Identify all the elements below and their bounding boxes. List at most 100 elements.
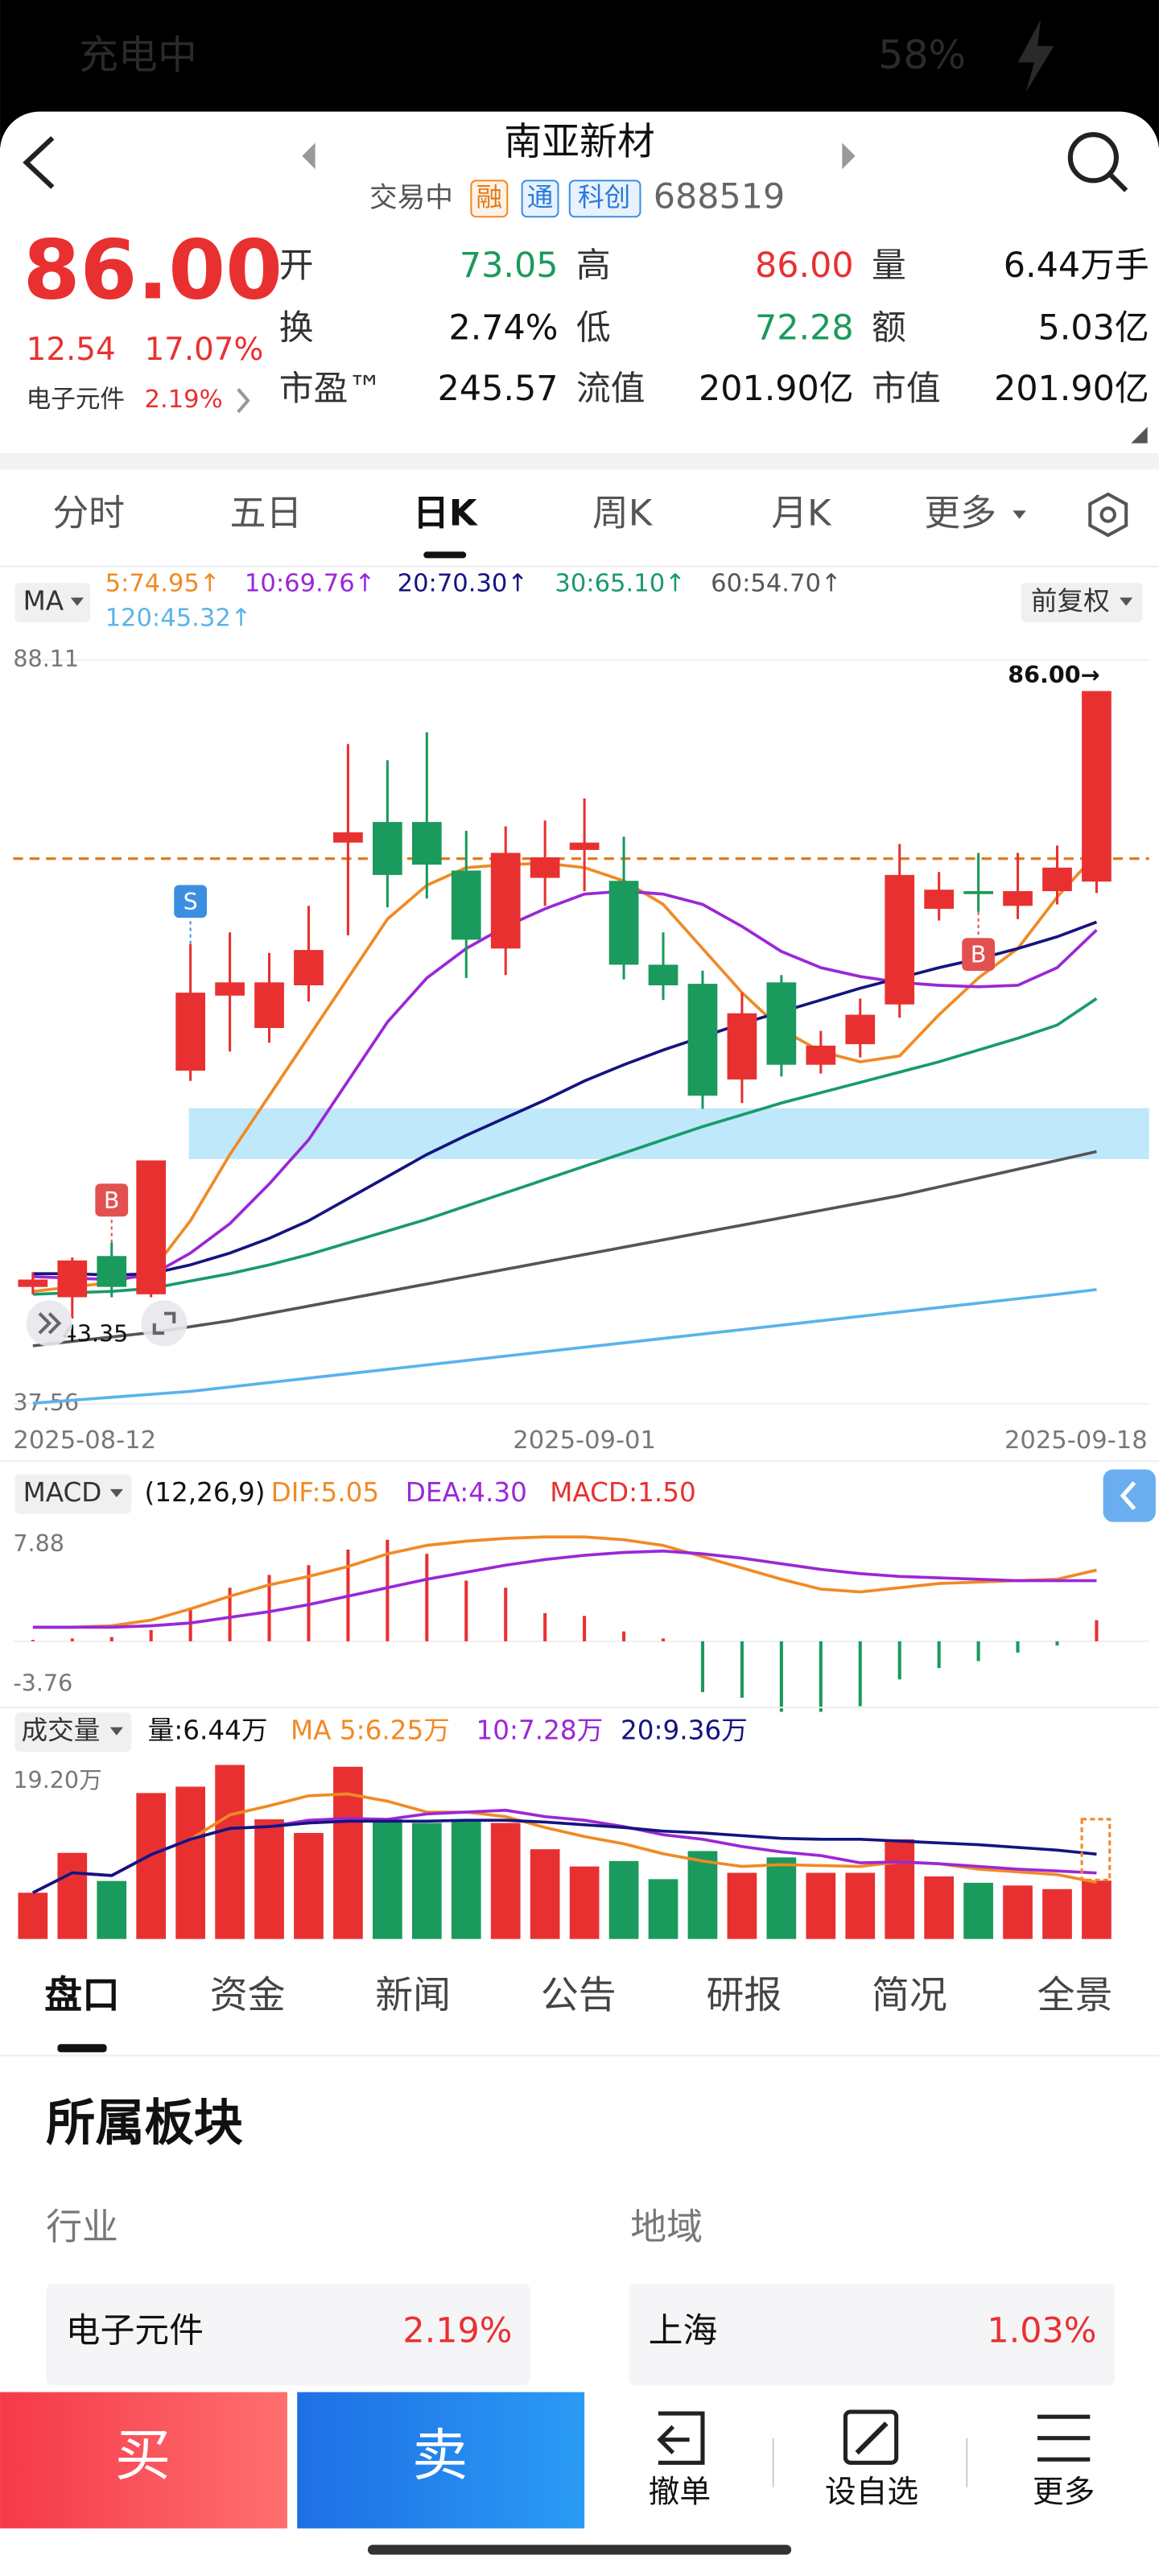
search-icon [1067,132,1119,184]
price: 86.00 [23,222,283,318]
industry-card[interactable] [46,2283,530,2386]
fullscreen-button[interactable] [141,1300,188,1347]
stat-label: 额 [872,308,906,348]
candle-body [530,857,560,878]
volume-bar [569,1866,600,1939]
volume-bar [530,1849,560,1939]
period-tab[interactable]: 月K [771,491,832,534]
sell-text: 卖 [412,2424,468,2488]
stat-label: 市值 [872,369,941,409]
collapse-icon [38,1312,62,1335]
period-tab[interactable]: 分时 [52,491,125,534]
volume-bar [451,1819,481,1939]
next-stock[interactable] [842,142,856,170]
region-card[interactable] [629,2283,1115,2386]
volume-bar [215,1765,245,1939]
adjust-button[interactable] [1021,583,1143,622]
cancel-icon [657,2411,705,2465]
adjust-text: 前复权 [1031,586,1110,617]
chevron[interactable] [237,388,250,414]
candle-body [963,891,993,894]
caret [109,1727,124,1736]
stat-value: 245.57 [438,369,559,409]
search-button[interactable] [1067,132,1128,192]
x-tick-label: 2025-09-18 [1004,1426,1148,1455]
info-tab[interactable]: 盘口 [44,1974,120,2018]
volume-bar [727,1872,757,1939]
action-item[interactable]: 设自选 [825,2475,918,2511]
badge: 融 [476,182,503,213]
macd-legend: DIF:5.05 [271,1477,380,1508]
y-tick-label: -3.76 [13,1670,72,1697]
macd-chart: -3.76 7.88 DIF:5.05 DEA:4.30 MACD:1.50 [13,1477,1149,1712]
settings-icon[interactable] [1088,492,1128,538]
period-tab[interactable]: 更多 [924,491,996,534]
sector-pct: 2.19% [145,386,223,414]
info-tab[interactable]: 全景 [1037,1974,1113,2018]
caret [1120,597,1133,606]
period-tab[interactable]: 周K [592,491,654,534]
candle-body [924,890,955,909]
volume-bar [254,1819,284,1939]
candle-body [18,1279,48,1287]
y-tick-label: 88.11 [13,645,79,672]
period-tabs: 分时 五日 日K 周K 月K 更多 [52,491,1026,559]
ma-button[interactable] [14,583,91,622]
candle-body [215,982,245,996]
candle-body [97,1256,127,1287]
info-tab[interactable]: 研报 [706,1974,782,2018]
side-tab[interactable] [1103,1469,1156,1522]
macd-button-text: MACD [23,1477,102,1508]
stat-value: 86.00 [755,246,854,286]
info-tabs-bar [0,1940,1159,2056]
stock-name: 南亚新材 [504,120,655,164]
badge-box [568,180,641,218]
trade-marker[interactable] [962,938,995,972]
action-item[interactable]: 撤单 [649,2475,711,2511]
charging-text: 充电中 [79,32,197,78]
volume-bar [1003,1885,1033,1939]
trade-marker[interactable] [95,1183,129,1217]
info-tab[interactable]: 简况 [872,1974,947,2018]
stat-value: 73.05 [460,246,559,286]
badge-box [521,180,559,218]
info-tab[interactable]: 新闻 [375,1974,451,2018]
period-tab[interactable]: 日K [413,491,479,534]
more-icon [1037,2414,1091,2462]
region-name: 上海 [649,2311,718,2351]
volume-legend: MA 5:6.25万 [291,1715,450,1746]
industry-label: 行业 [46,2206,118,2248]
line [32,890,1098,1282]
volume-bar [294,1832,324,1939]
volume-bar [845,1872,876,1939]
volume-legend: 10:7.28万 [476,1715,604,1746]
trade-status: 交易中 [369,182,453,214]
stat-label: 流值 [576,369,645,409]
industry-name: 电子元件 [66,2311,204,2351]
x-tick-label: 2025-09-01 [513,1426,656,1455]
stock-code: 688519 [654,176,785,217]
back-button[interactable] [23,136,55,189]
info-tab[interactable]: 资金 [210,1974,286,2018]
buy-button[interactable] [0,2392,287,2529]
macd-button[interactable] [14,1474,132,1514]
candle-body [569,842,600,850]
action-item[interactable]: 更多 [1033,2475,1095,2511]
macd-params: (12,26,9) [145,1477,266,1508]
candle-body [373,822,402,875]
settings-icon-dot [1099,506,1116,523]
volume-button[interactable] [14,1712,132,1752]
y-tick-label: 7.88 [13,1530,64,1557]
line [32,1150,1097,1348]
stat-label: 换 [279,308,314,348]
volume-bar [963,1882,993,1939]
trade-marker[interactable] [174,885,208,919]
volume-bar [806,1872,836,1939]
sell-button[interactable] [297,2392,585,2529]
info-tab[interactable]: 公告 [541,1974,617,2018]
change-pct: 17.07% [145,332,264,368]
period-tab[interactable]: 五日 [230,491,303,534]
candle-body [727,1013,757,1080]
max-label: 86.00→ [1008,661,1099,688]
prev-stock[interactable] [302,142,316,170]
